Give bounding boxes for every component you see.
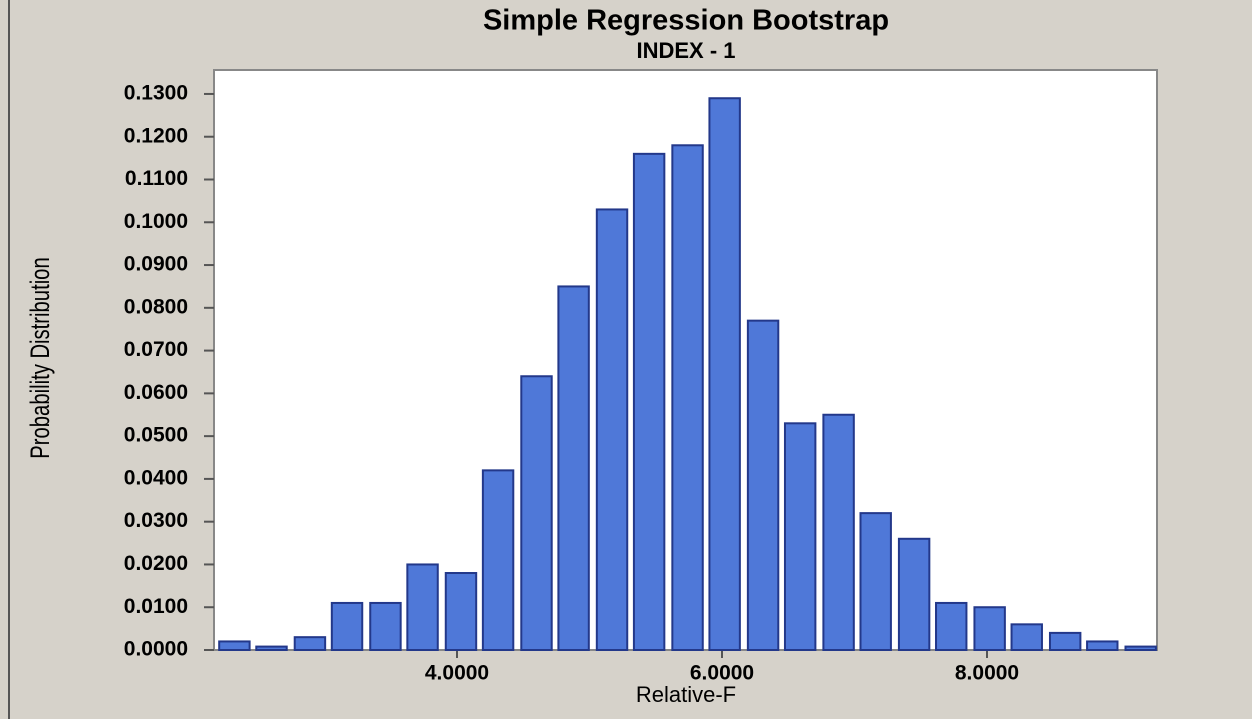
x-tick-label: 8.0000 bbox=[955, 662, 1019, 685]
y-tick-label: 0.0700 bbox=[124, 338, 188, 361]
bar bbox=[406, 563, 439, 652]
bar bbox=[935, 601, 968, 651]
y-tick-label: 0.0900 bbox=[124, 253, 188, 276]
bar bbox=[369, 601, 402, 651]
y-tick-label: 0.0300 bbox=[124, 509, 188, 532]
y-tick-label: 0.0800 bbox=[124, 295, 188, 318]
bar bbox=[481, 469, 515, 651]
bar bbox=[897, 537, 931, 652]
y-tick-label: 0.0000 bbox=[124, 638, 188, 661]
y-tick-label: 0.0600 bbox=[124, 381, 188, 404]
bar bbox=[218, 640, 251, 652]
chart-subtitle: INDEX - 1 bbox=[636, 38, 735, 63]
bar bbox=[671, 144, 704, 651]
bar bbox=[293, 636, 327, 652]
bar bbox=[595, 208, 629, 652]
y-tick-label: 0.1100 bbox=[125, 167, 188, 190]
bar bbox=[1010, 623, 1043, 652]
bar bbox=[1124, 645, 1157, 652]
bar bbox=[822, 413, 855, 651]
x-axis-label: Relative-F bbox=[636, 682, 736, 707]
bar bbox=[444, 572, 478, 651]
bar bbox=[859, 512, 892, 651]
bar bbox=[557, 285, 590, 651]
y-tick-label: 0.1300 bbox=[124, 81, 188, 104]
bar bbox=[632, 152, 666, 651]
y-tick-label: 0.0100 bbox=[124, 595, 188, 618]
y-tick-label: 0.1200 bbox=[124, 124, 188, 147]
bar bbox=[783, 422, 817, 651]
x-tick-label: 6.0000 bbox=[690, 662, 754, 685]
y-axis-label: Probability Distribution bbox=[25, 257, 56, 458]
y-tick-label: 0.0500 bbox=[124, 424, 188, 447]
bar bbox=[1086, 640, 1119, 652]
bar bbox=[255, 645, 288, 652]
y-tick-label: 0.1000 bbox=[124, 210, 188, 233]
bar bbox=[1048, 631, 1082, 652]
y-tick-label: 0.0400 bbox=[124, 466, 188, 489]
x-tick-label: 4.0000 bbox=[425, 662, 489, 685]
bar bbox=[520, 375, 553, 651]
bar bbox=[973, 606, 1006, 651]
bar bbox=[708, 97, 741, 651]
chart-title: Simple Regression Bootstrap bbox=[483, 5, 889, 37]
bar bbox=[746, 319, 780, 651]
y-tick-label: 0.0200 bbox=[124, 552, 188, 575]
bar bbox=[330, 601, 364, 651]
